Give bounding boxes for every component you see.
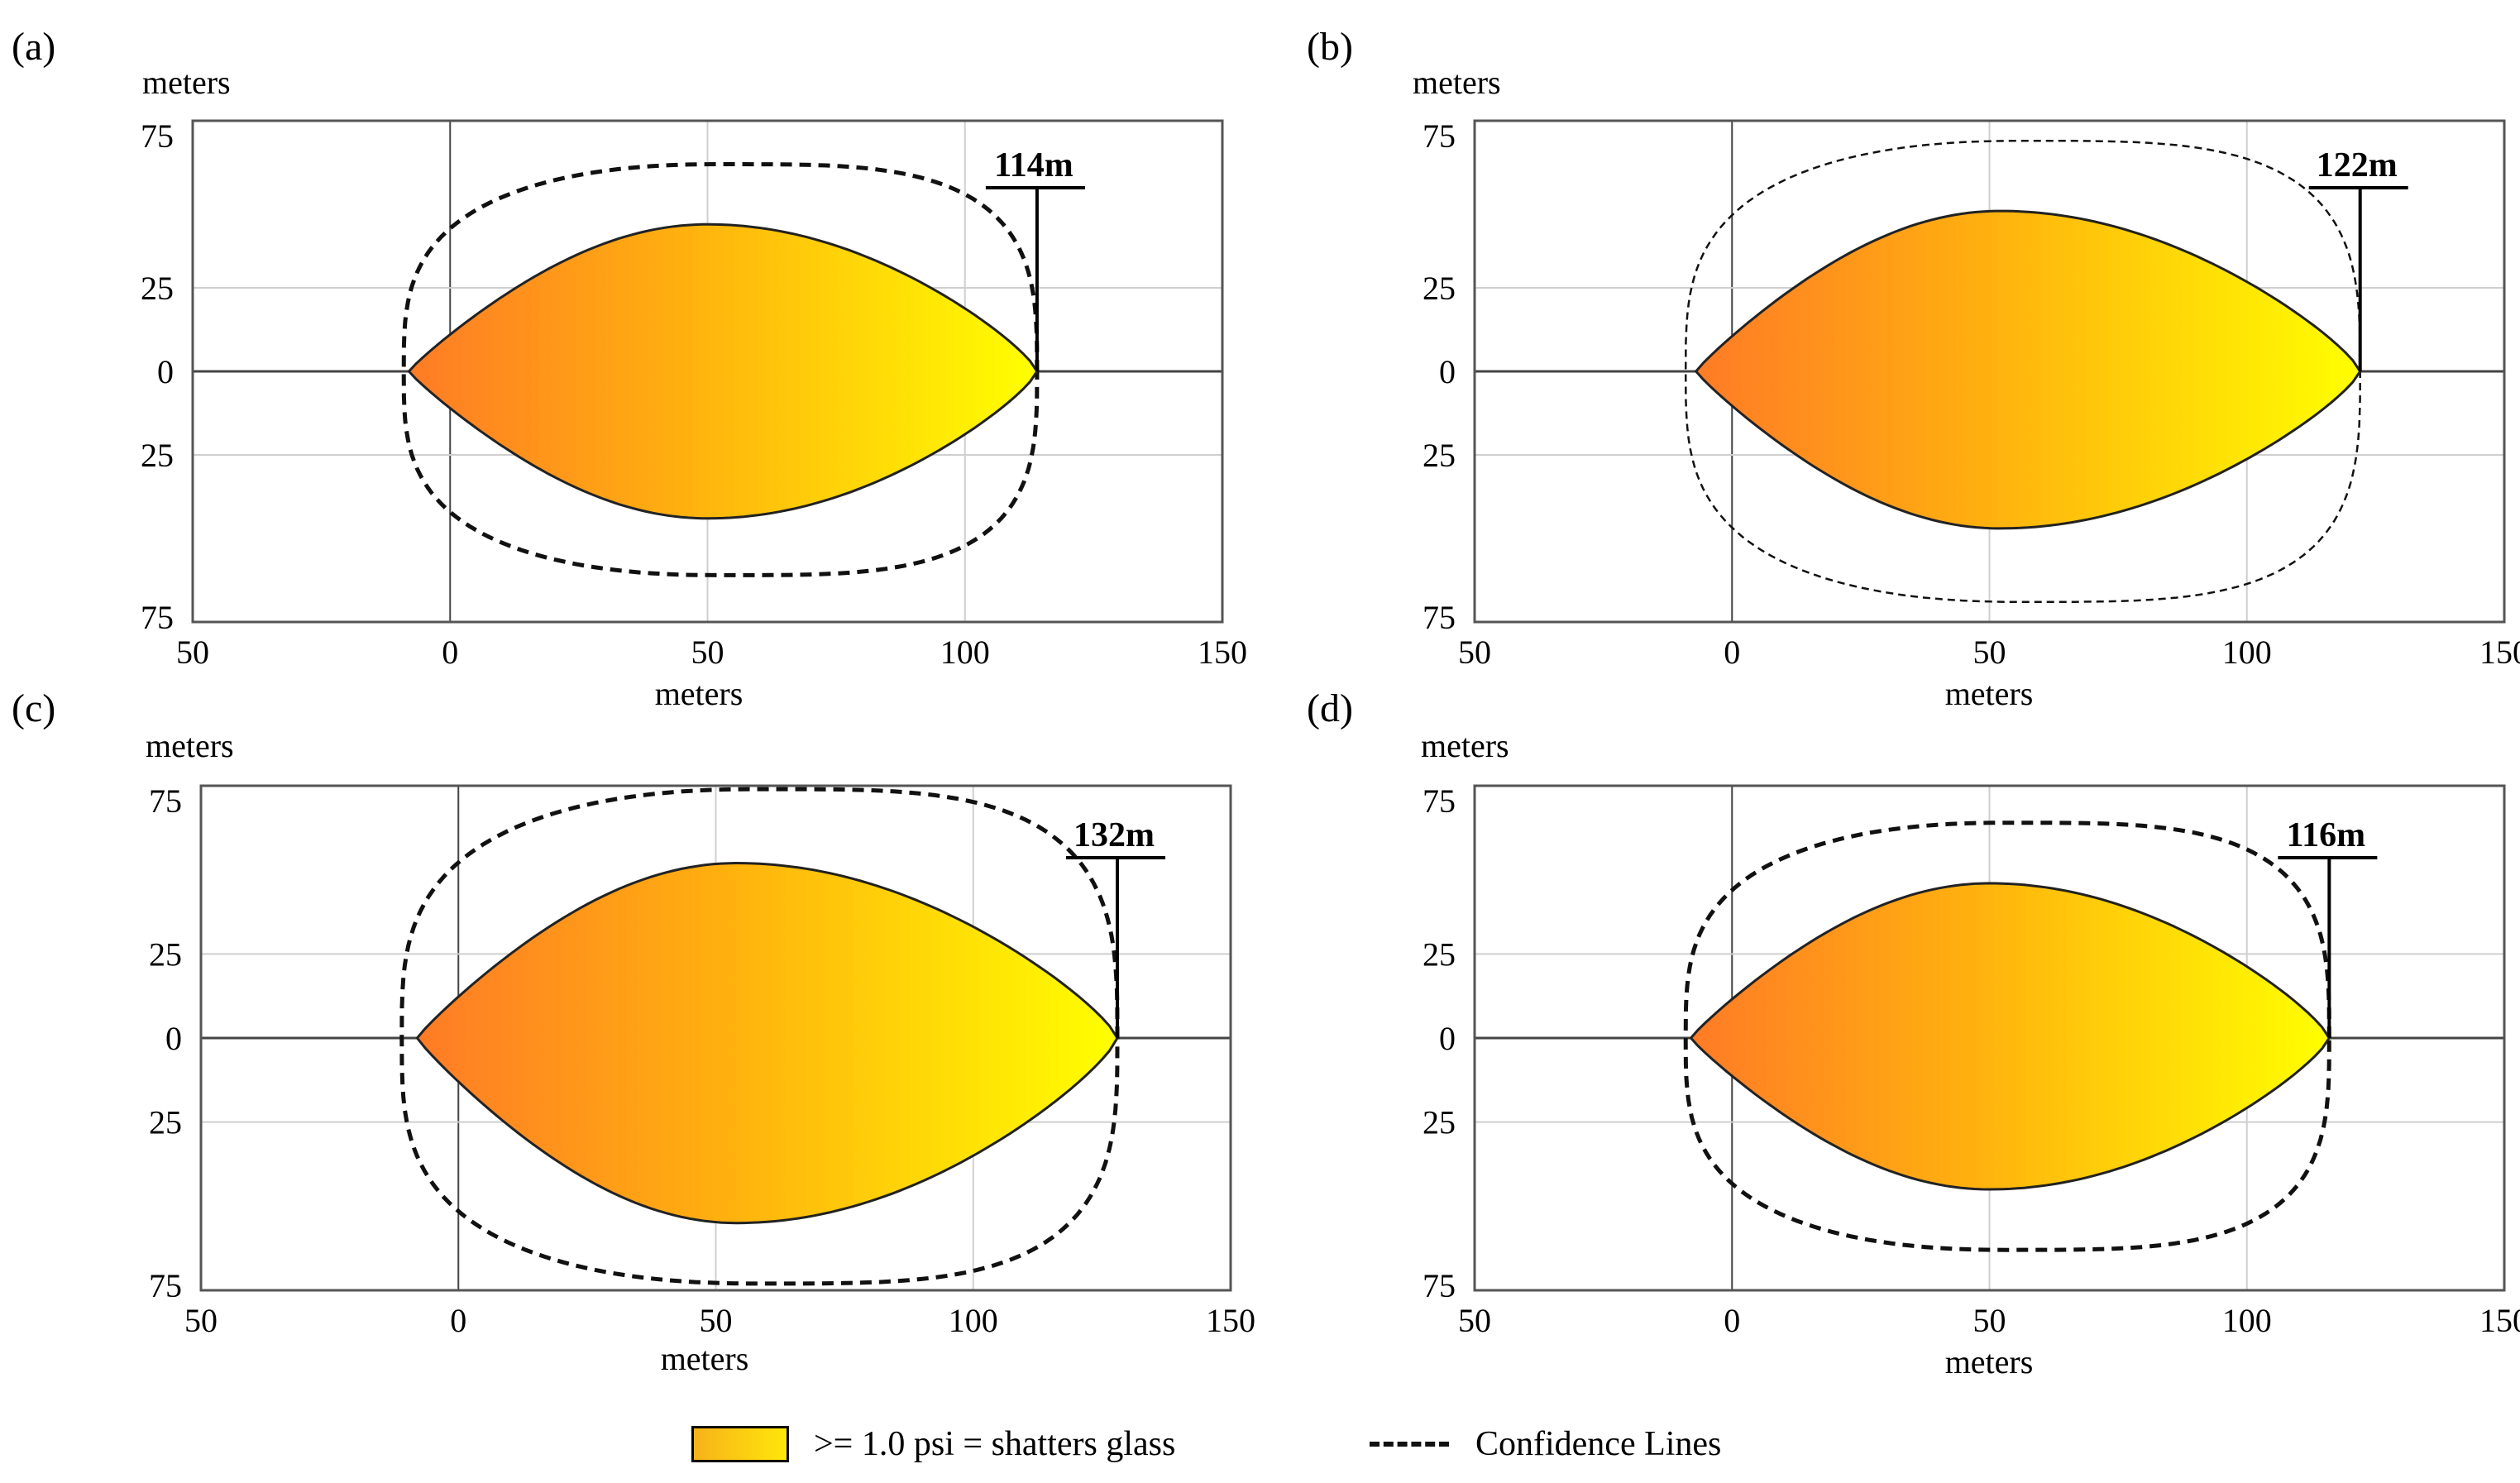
x-tick-label: 100 (949, 1302, 998, 1339)
y-tick-label: 75 (1423, 599, 1456, 636)
x-tick-label: 50 (176, 634, 209, 671)
legend-dash-swatch (1370, 1442, 1449, 1447)
x-tick-label: 150 (2479, 634, 2520, 671)
x-tick-label: 50 (700, 1302, 733, 1339)
y-tick-label: 75 (149, 1267, 182, 1304)
y-tick-label: 25 (1423, 270, 1456, 307)
panel-label: (c) (12, 686, 55, 730)
range-label: 122m (2317, 146, 2398, 184)
x-tick-label: 100 (940, 634, 990, 671)
y-tick-label: 75 (141, 599, 174, 636)
x-tick-label: 50 (691, 634, 724, 671)
y-tick-label: 75 (1423, 782, 1456, 820)
plot-frame (1473, 119, 2506, 624)
range-label: 114m (994, 146, 1074, 184)
x-tick-label: 50 (184, 1302, 218, 1339)
panel-a: 114m 50 0 50 100 150 75 25 0 25 75 (a) meters meters (12, 25, 1247, 712)
y-tick-label: 0 (1439, 353, 1456, 390)
panel-c: 132m 50 0 50 100 150 75 25 0 25 75 (c) meters meters (12, 686, 1255, 1377)
y-tick-label: 25 (1423, 1104, 1456, 1141)
y-axis-title: meters (146, 727, 234, 764)
legend-fill-swatch (691, 1426, 789, 1462)
y-tick-label: 75 (1423, 1267, 1456, 1304)
x-tick-label: 0 (442, 634, 458, 671)
shatter-zone (1694, 209, 2362, 530)
x-tick-label: 150 (1198, 634, 1247, 671)
y-tick-label: 25 (149, 1104, 182, 1141)
x-tick-label: 0 (1724, 634, 1740, 671)
x-axis-title: meters (655, 675, 744, 712)
x-tick-label: 50 (1973, 634, 2006, 671)
legend-fill: >= 1.0 psi = shatters glass (691, 1421, 1175, 1467)
confidence-line (1683, 820, 2331, 1252)
panel-label: (b) (1307, 25, 1353, 69)
x-axis-title: meters (1945, 675, 2034, 712)
y-tick-label: 25 (141, 437, 174, 474)
y-tick-label: 25 (141, 270, 174, 307)
plot-frame (199, 784, 1232, 1292)
panel-label: (a) (12, 25, 55, 69)
x-axis-title: meters (1945, 1343, 2034, 1380)
y-tick-label: 0 (157, 353, 174, 390)
plot-frame (191, 119, 1224, 624)
x-tick-label: 0 (1724, 1302, 1740, 1339)
y-axis-title: meters (1413, 64, 1501, 101)
confidence-line (401, 161, 1040, 577)
y-axis-title: meters (142, 64, 231, 101)
legend-line-label: Confidence Lines (1475, 1425, 1722, 1463)
y-tick-label: 0 (165, 1020, 182, 1057)
shatter-zone (1689, 882, 2331, 1191)
y-tick-label: 25 (1423, 935, 1456, 973)
y-tick-label: 75 (1423, 117, 1456, 155)
confidence-line (399, 787, 1120, 1286)
shatter-zone (415, 861, 1119, 1225)
panel-label: (d) (1307, 686, 1353, 730)
y-tick-label: 25 (1423, 437, 1456, 474)
x-tick-label: 0 (450, 1302, 466, 1339)
x-tick-label: 150 (2479, 1302, 2520, 1339)
legend-line: Confidence Lines (1370, 1421, 1721, 1467)
panel-d: 116m 50 0 50 100 150 75 25 0 25 75 (d) meters meters (1307, 686, 2520, 1380)
panel-b: 122m 50 0 50 100 150 75 25 0 25 75 (b) meters meters (1307, 25, 2520, 712)
range-label: 132m (1074, 816, 1155, 854)
legend-fill-label: >= 1.0 psi = shatters glass (814, 1425, 1176, 1463)
y-tick-label: 25 (149, 935, 182, 973)
x-tick-label: 100 (2222, 1302, 2272, 1339)
range-label: 116m (2287, 816, 2366, 854)
y-axis-title: meters (1421, 727, 1509, 764)
x-tick-label: 150 (1206, 1302, 1255, 1339)
x-tick-label: 50 (1458, 634, 1491, 671)
y-tick-label: 75 (141, 117, 174, 155)
y-tick-label: 75 (149, 782, 182, 820)
x-tick-label: 100 (2222, 634, 2272, 671)
x-axis-title: meters (661, 1340, 749, 1377)
x-tick-label: 50 (1458, 1302, 1491, 1339)
shatter-zone (407, 222, 1039, 520)
x-tick-label: 50 (1973, 1302, 2006, 1339)
plot-frame (1473, 784, 2506, 1292)
y-tick-label: 0 (1439, 1020, 1456, 1057)
